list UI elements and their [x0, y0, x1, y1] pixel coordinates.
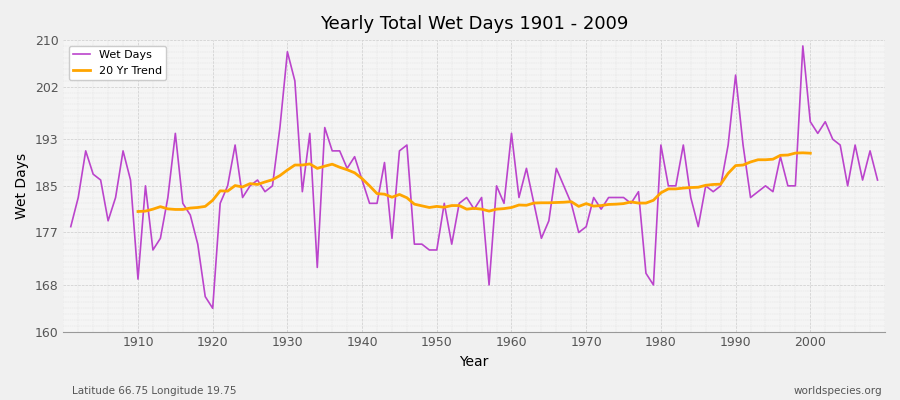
- X-axis label: Year: Year: [460, 355, 489, 369]
- Title: Yearly Total Wet Days 1901 - 2009: Yearly Total Wet Days 1901 - 2009: [320, 15, 628, 33]
- Wet Days: [207, 306, 218, 311]
- Line: Wet Days: Wet Days: [71, 46, 878, 308]
- 20 Yr Trend: [797, 150, 808, 155]
- Wet Days: [872, 178, 883, 182]
- Wet Days: [342, 166, 353, 171]
- Legend: Wet Days, 20 Yr Trend: Wet Days, 20 Yr Trend: [68, 46, 166, 80]
- Text: worldspecies.org: worldspecies.org: [794, 386, 882, 396]
- 20 Yr Trend: [304, 162, 315, 166]
- 20 Yr Trend: [132, 209, 143, 214]
- Wet Days: [506, 131, 517, 136]
- 20 Yr Trend: [290, 163, 301, 168]
- 20 Yr Trend: [790, 151, 801, 156]
- Wet Days: [297, 189, 308, 194]
- Text: Latitude 66.75 Longitude 19.75: Latitude 66.75 Longitude 19.75: [72, 386, 237, 396]
- Wet Days: [797, 44, 808, 48]
- Wet Days: [603, 195, 614, 200]
- 20 Yr Trend: [782, 153, 793, 158]
- Y-axis label: Wet Days: Wet Days: [15, 153, 29, 219]
- Wet Days: [66, 224, 77, 229]
- 20 Yr Trend: [805, 151, 815, 156]
- Wet Days: [125, 178, 136, 182]
- 20 Yr Trend: [215, 188, 226, 193]
- Line: 20 Yr Trend: 20 Yr Trend: [138, 153, 810, 212]
- Wet Days: [514, 195, 525, 200]
- 20 Yr Trend: [700, 183, 711, 188]
